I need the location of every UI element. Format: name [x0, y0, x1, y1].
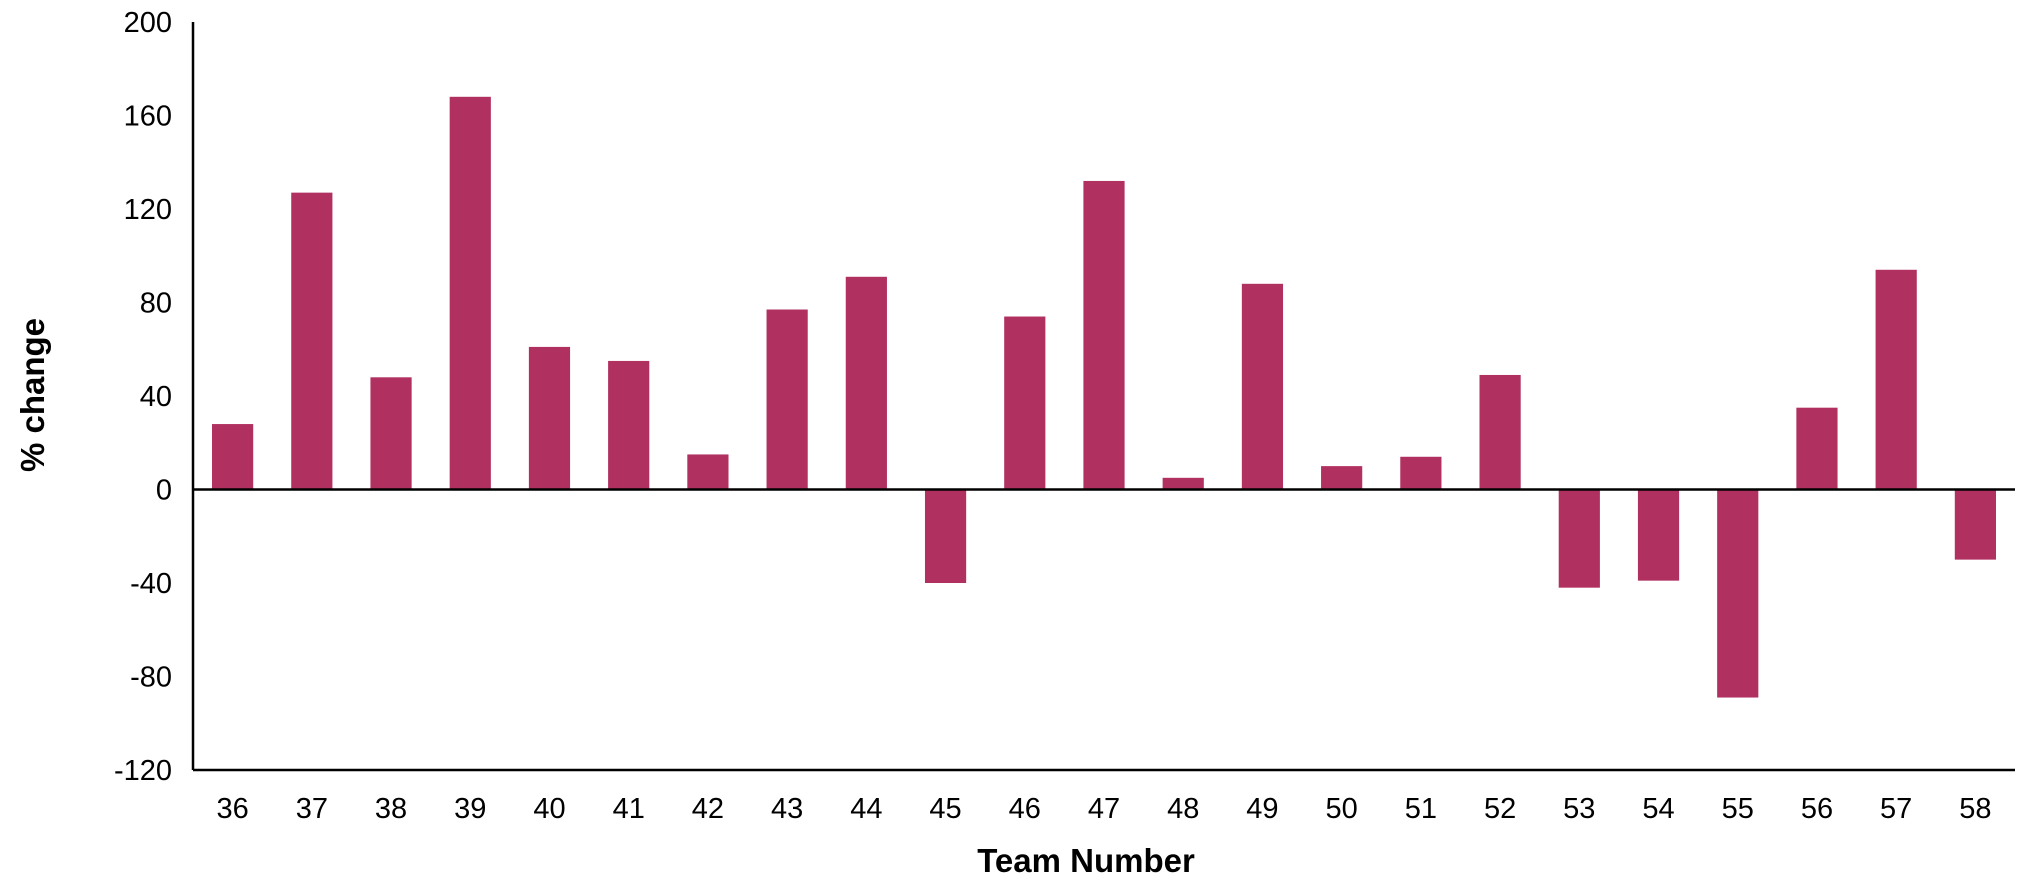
y-tick-label: -120 — [114, 755, 172, 787]
x-tick-label: 57 — [1880, 793, 1912, 825]
bar-team-50 — [1321, 466, 1363, 490]
bar-team-45 — [924, 489, 967, 583]
x-tick-label: 49 — [1246, 793, 1278, 825]
x-tick-label: 51 — [1405, 793, 1437, 825]
x-tick-label: 45 — [929, 793, 961, 825]
x-tick-label: 52 — [1484, 793, 1516, 825]
bar-team-53 — [1558, 489, 1600, 588]
bar-team-42 — [687, 454, 729, 490]
bar-team-41 — [608, 360, 650, 490]
x-tick-label: 36 — [216, 793, 248, 825]
x-tick-label: 37 — [296, 793, 328, 825]
bar-team-43 — [766, 309, 808, 490]
bar-team-47 — [1083, 180, 1125, 490]
y-tick-label: 40 — [140, 381, 172, 413]
bar-team-37 — [291, 192, 333, 490]
x-tick-label: 41 — [613, 793, 645, 825]
bar-team-54 — [1637, 489, 1680, 581]
y-axis-title: % change — [14, 318, 51, 472]
bar-team-49 — [1241, 283, 1284, 490]
x-tick-label: 56 — [1801, 793, 1833, 825]
x-tick-label: 48 — [1167, 793, 1199, 825]
x-tick-label: 38 — [375, 793, 407, 825]
x-tick-label: 43 — [771, 793, 803, 825]
x-tick-label: 50 — [1326, 793, 1358, 825]
bar-team-58 — [1954, 489, 1996, 560]
y-tick-label: 200 — [124, 7, 172, 39]
x-tick-label: 40 — [533, 793, 565, 825]
x-tick-label: 47 — [1088, 793, 1120, 825]
bar-team-48 — [1162, 477, 1204, 490]
x-tick-label: 55 — [1722, 793, 1754, 825]
bar-team-55 — [1717, 489, 1759, 698]
x-tick-label: 58 — [1959, 793, 1991, 825]
bar-team-38 — [370, 377, 412, 490]
x-tick-label: 53 — [1563, 793, 1595, 825]
bar-team-39 — [449, 96, 491, 490]
bar-team-52 — [1479, 374, 1521, 490]
y-tick-label: 120 — [124, 194, 172, 226]
bar-team-57 — [1875, 269, 1917, 490]
x-tick-label: 46 — [1009, 793, 1041, 825]
x-tick-label: 42 — [692, 793, 724, 825]
x-axis-title: Team Number — [977, 842, 1195, 879]
x-tick-label: 44 — [850, 793, 882, 825]
bar-team-40 — [528, 346, 571, 490]
x-tick-label: 39 — [454, 793, 486, 825]
y-tick-label: 0 — [156, 475, 172, 507]
bar-team-46 — [1004, 316, 1046, 490]
y-tick-label: 80 — [140, 288, 172, 320]
y-tick-label: -80 — [130, 662, 172, 694]
bar-team-36 — [212, 424, 254, 490]
bars-group — [212, 96, 1996, 698]
bar-team-51 — [1400, 456, 1442, 490]
y-tick-label: -40 — [130, 568, 172, 600]
x-tick-label: 54 — [1642, 793, 1674, 825]
x-tick-labels: 36 37 38 39 40 41 42 43 44 45 46 47 48 49 50 51 52 53 54 55… — [216, 793, 1991, 825]
y-tick-label: 160 — [124, 101, 172, 133]
bar-team-44 — [845, 276, 887, 490]
y-tick-labels: 200 160 120 80 40 0 -40 -80 -120 — [114, 7, 172, 787]
bar-team-56 — [1796, 407, 1838, 490]
